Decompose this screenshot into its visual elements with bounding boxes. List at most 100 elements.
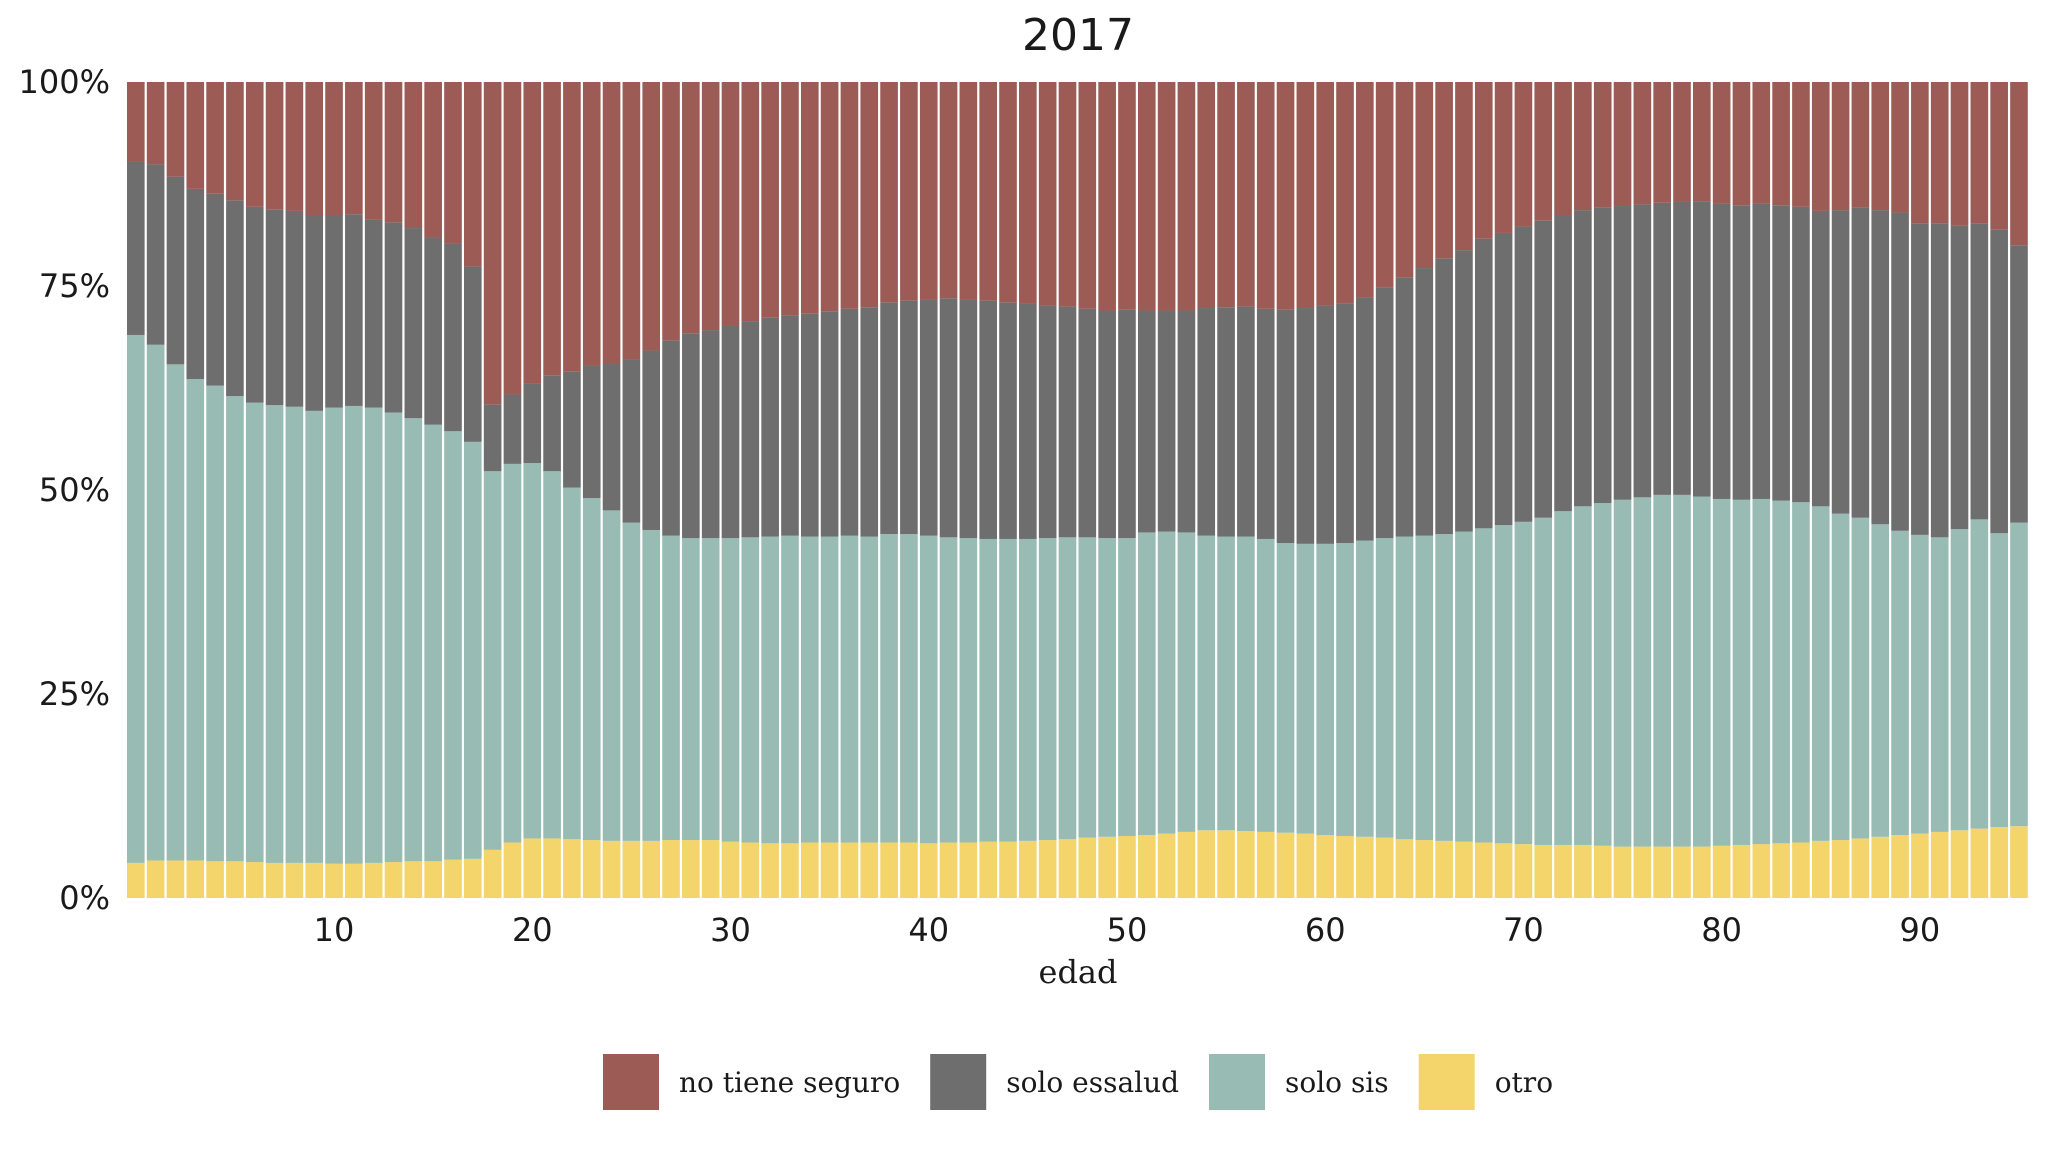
bar-segment-no-tiene-seguro-53 [1177,82,1196,311]
bar-segment-solo-sis-5 [226,396,244,862]
bar-segment-solo-sis-86 [1831,513,1850,841]
bar-segment-solo-sis-17 [463,441,482,859]
bar-segment-solo-sis-69 [1494,525,1513,844]
bar-segment-otro-2 [166,860,185,898]
bar-segment-otro-23 [582,840,601,898]
bar-segment-no-tiene-seguro-24 [602,82,621,364]
chart-title: 2017 [1022,10,1134,61]
bar-segment-otro-4 [206,861,224,898]
bar-segment-no-tiene-seguro-17 [463,82,482,267]
bar-segment-solo-sis-31 [741,537,760,843]
bar-segment-otro-22 [563,839,581,898]
bar-segment-no-tiene-seguro-54 [1197,82,1216,309]
bar-segment-otro-27 [662,840,680,898]
bar-segment-solo-essalud-85 [1811,210,1830,507]
bar-segment-solo-essalud-10 [325,215,343,408]
bar-segment-no-tiene-seguro-74 [1593,82,1612,208]
bar-segment-otro-38 [880,842,898,898]
bar-segment-otro-60 [1316,835,1334,898]
bar-segment-no-tiene-seguro-94 [1990,82,2008,230]
bar-segment-no-tiene-seguro-73 [1574,82,1592,211]
x-tick-label: 40 [908,911,949,949]
bar-segment-solo-sis-77 [1653,494,1671,847]
bar-segment-otro-13 [384,862,403,898]
bar-segment-solo-essalud-54 [1197,308,1216,536]
bar-segment-solo-sis-12 [364,407,383,863]
bar-segment-solo-sis-95 [2010,522,2028,827]
bar-segment-solo-essalud-24 [602,363,621,511]
x-tick-label: 10 [314,911,355,949]
bar-segment-no-tiene-seguro-37 [860,82,879,308]
bar-segment-otro-45 [1019,840,1037,898]
bar-segment-solo-sis-18 [483,471,502,850]
bar-segment-otro-10 [325,863,343,898]
bar-segment-solo-essalud-79 [1693,201,1711,497]
bar-segment-no-tiene-seguro-6 [245,82,264,207]
bar-segment-otro-17 [463,858,482,898]
bar-segment-otro-93 [1970,828,1989,898]
bar-segment-otro-32 [761,843,779,898]
bar-segment-solo-essalud-7 [265,209,284,406]
bar-segment-solo-sis-44 [999,538,1017,842]
bar-segment-otro-30 [721,841,740,898]
bar-segment-no-tiene-seguro-11 [345,82,363,215]
bar-segment-no-tiene-seguro-56 [1237,82,1255,307]
bar-segment-otro-68 [1474,842,1493,898]
bar-segment-solo-sis-30 [721,538,740,842]
bar-segment-otro-50 [1118,835,1136,898]
bar-segment-solo-essalud-22 [563,371,581,488]
bar-segment-no-tiene-seguro-2 [166,82,185,177]
bar-segment-no-tiene-seguro-68 [1474,82,1493,239]
bar-segment-no-tiene-seguro-4 [206,82,224,194]
bar-segment-no-tiene-seguro-78 [1673,82,1691,202]
bar-segment-solo-sis-92 [1950,529,1969,831]
bar-segment-solo-sis-90 [1911,534,1929,834]
bar-segment-solo-essalud-16 [444,243,462,432]
bar-segment-solo-sis-65 [1415,535,1434,841]
bar-segment-otro-9 [305,862,324,898]
bar-segment-otro-62 [1356,836,1374,898]
bar-segment-solo-sis-50 [1118,538,1136,836]
y-tick-label: 100% [19,63,110,101]
bar-segment-solo-essalud-23 [582,365,601,499]
bar-segment-otro-37 [860,842,879,898]
bar-segment-solo-essalud-95 [2010,245,2028,523]
bar-segment-no-tiene-seguro-26 [642,82,661,351]
bar-segment-otro-87 [1851,838,1870,898]
bar-segment-no-tiene-seguro-64 [1395,82,1414,278]
bar-segment-solo-essalud-83 [1772,205,1790,501]
bar-segment-no-tiene-seguro-23 [582,82,601,366]
bar-segment-otro-44 [999,841,1017,898]
bar-segment-no-tiene-seguro-59 [1296,82,1315,309]
bar-segment-solo-essalud-9 [305,215,324,411]
bar-segment-otro-46 [1038,840,1057,898]
bar-segment-solo-sis-7 [265,405,284,863]
bar-segment-no-tiene-seguro-58 [1276,82,1295,310]
bar-segment-solo-sis-35 [820,536,839,843]
bar-segment-solo-essalud-19 [503,394,522,464]
bar-segment-solo-sis-6 [245,402,264,863]
bar-segment-no-tiene-seguro-44 [999,82,1017,303]
bar-segment-otro-18 [483,849,502,898]
bar-segment-solo-essalud-25 [622,359,641,523]
bar-segment-otro-57 [1256,831,1275,898]
bar-segment-no-tiene-seguro-65 [1415,82,1434,269]
bar-segment-otro-15 [424,861,442,898]
bar-segment-no-tiene-seguro-79 [1693,82,1711,202]
bar-segment-otro-11 [345,863,363,898]
bar-segment-no-tiene-seguro-67 [1455,82,1473,251]
bar-segment-no-tiene-seguro-39 [900,82,918,301]
bar-segment-solo-sis-13 [384,412,403,863]
bar-segment-solo-essalud-17 [463,266,482,442]
bar-segment-solo-sis-79 [1693,496,1711,847]
bar-segment-otro-29 [701,840,720,898]
bar-segment-solo-sis-38 [880,534,898,843]
bar-segment-otro-54 [1197,830,1216,898]
legend-swatch [1209,1054,1265,1110]
bar-segment-solo-sis-54 [1197,535,1216,831]
bar-segment-no-tiene-seguro-82 [1752,82,1771,204]
bar-segment-solo-sis-41 [939,537,958,843]
bar-segment-solo-essalud-59 [1296,308,1315,544]
bar-segment-solo-essalud-12 [364,219,383,408]
bar-segment-no-tiene-seguro-88 [1871,82,1890,211]
